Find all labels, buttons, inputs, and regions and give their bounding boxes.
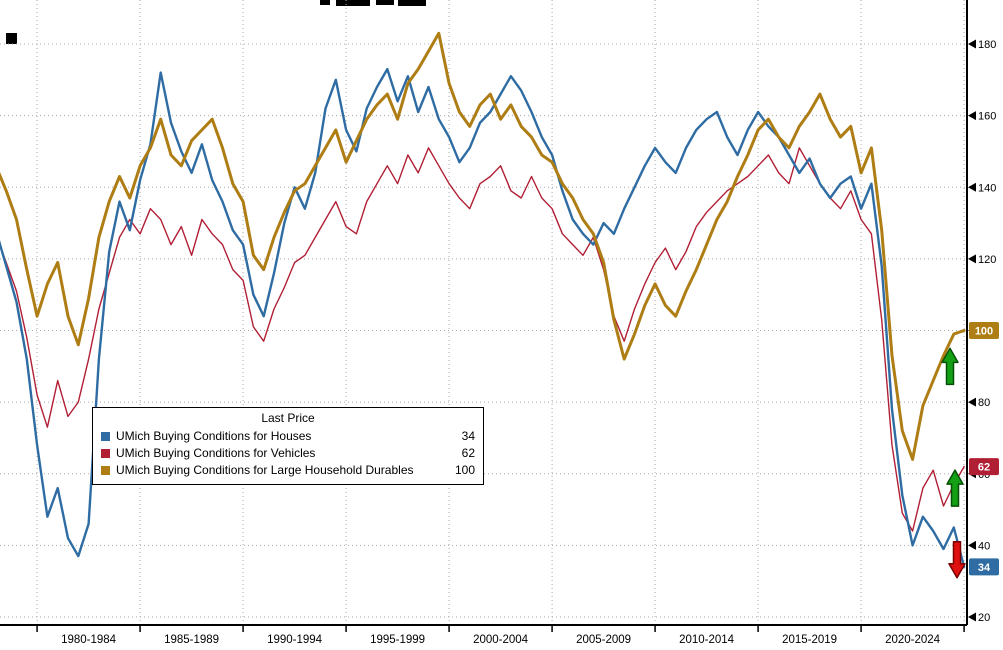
axes (0, 0, 968, 632)
x-axis-label: 1995-1999 (370, 634, 425, 646)
y-tick-label: 180 (978, 39, 996, 51)
series-houses (0, 67, 966, 569)
x-axis-label: 2015-2019 (782, 634, 837, 646)
svg-text:100: 100 (975, 326, 993, 338)
clipped-title-fragment (336, 0, 370, 6)
houses-last-price: 34 (461, 429, 475, 443)
trend-arrow-up-icon (946, 469, 964, 507)
x-axis-labels: 1980-1984 1985-1989 1990-1994 1995-1999 2000… (61, 634, 941, 646)
durables-swatch (101, 466, 110, 475)
vehicles-swatch (101, 449, 110, 458)
clipped-title-fragment (398, 0, 426, 6)
houses-swatch (101, 432, 110, 441)
y-tick-label: 40 (978, 540, 990, 552)
y-tick-label: 120 (978, 254, 996, 266)
houses-label: UMich Buying Conditions for Houses (116, 429, 312, 443)
clipped-title-fragment (320, 0, 330, 5)
legend-row-houses: UMich Buying Conditions for Houses 34 (101, 428, 475, 445)
gridlines (0, 0, 967, 625)
axis-badge-vehicles: 62 (969, 458, 999, 476)
y-tick-arrow-icon (968, 612, 976, 622)
y-tick-label: 20 (978, 612, 990, 624)
legend-row-durables: UMich Buying Conditions for Large Househ… (101, 462, 475, 479)
trend-arrow-down-icon (948, 540, 966, 579)
x-axis-label: 2010-2014 (679, 634, 735, 646)
vehicles-last-price: 62 (461, 446, 475, 460)
y-tick-arrow-icon (968, 182, 976, 192)
y-tick-label: 80 (978, 397, 990, 409)
svg-text:34: 34 (978, 562, 991, 574)
svg-text:62: 62 (978, 462, 990, 474)
legend-box: Last Price UMich Buying Conditions for H… (92, 407, 484, 485)
x-axis-label: 1985-1989 (164, 634, 219, 646)
durables-label: UMich Buying Conditions for Large Househ… (116, 463, 414, 477)
y-tick-arrow-icon (968, 254, 976, 264)
series-durables (0, 31, 966, 461)
x-axis-label: 2000-2004 (473, 634, 529, 646)
y-tick-arrow-icon (968, 39, 976, 49)
clipped-title-fragment (376, 0, 394, 5)
clipped-title-fragment (6, 33, 17, 44)
y-tick-label: 160 (978, 111, 996, 123)
y-tick-arrow-icon (968, 397, 976, 407)
x-axis-label: 1990-1994 (267, 634, 323, 646)
axis-badge-durables: 100 (969, 322, 999, 339)
x-axis-label: 2020-2024 (885, 634, 941, 646)
y-tick-arrow-icon (968, 540, 976, 550)
x-axis-label: 1980-1984 (61, 634, 117, 646)
durables-last-price: 100 (454, 463, 475, 477)
vehicles-label: UMich Buying Conditions for Vehicles (116, 446, 316, 460)
legend-row-vehicles: UMich Buying Conditions for Vehicles 62 (101, 445, 475, 462)
x-axis-label: 2005-2009 (576, 634, 631, 646)
series-vehicles (0, 147, 965, 532)
trend-arrow-up-icon (941, 347, 959, 386)
axis-badge-houses: 34 (969, 558, 999, 576)
legend-title: Last Price (261, 411, 315, 425)
y-tick-label: 140 (978, 182, 996, 194)
y-tick-arrow-icon (968, 111, 976, 121)
